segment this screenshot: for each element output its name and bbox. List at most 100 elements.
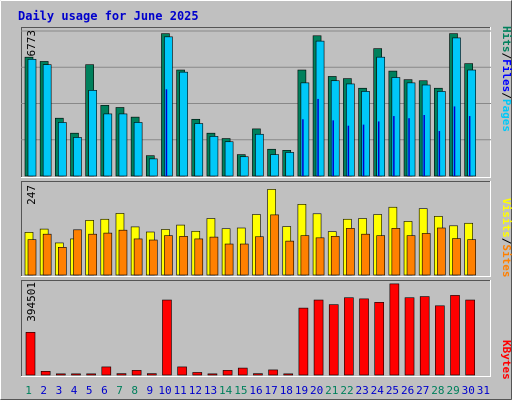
bar-files <box>58 122 67 177</box>
x-tick-label: 3 <box>56 384 63 397</box>
bar-files <box>361 91 370 177</box>
bar-files <box>452 37 461 177</box>
x-tick-label: 29 <box>446 384 459 397</box>
legend-files: Files <box>500 59 512 92</box>
bar-kbytes <box>162 299 172 376</box>
bar-kbytes <box>283 373 294 376</box>
legend-hits: Hits <box>500 26 512 53</box>
bar-kbytes <box>344 297 354 376</box>
x-tick-label: 26 <box>401 384 414 397</box>
bar-sites <box>391 228 401 276</box>
bar-kbytes <box>389 283 400 376</box>
bar-kbytes <box>116 373 127 376</box>
panel-hits-files-pages <box>21 27 491 178</box>
bar-sites <box>421 233 431 276</box>
bar-sites <box>255 236 264 276</box>
x-tick-label: 16 <box>249 384 262 397</box>
bar-kbytes <box>56 373 66 376</box>
x-tick-label: 7 <box>116 384 123 397</box>
bar-kbytes <box>86 373 96 376</box>
bar-kbytes <box>40 371 51 376</box>
bar-sites <box>42 233 52 276</box>
bar-kbytes <box>419 296 430 376</box>
x-tick-label: 25 <box>386 384 399 397</box>
bar-files <box>73 137 82 177</box>
bar-files <box>164 36 173 177</box>
bar-sites <box>270 214 279 276</box>
bar-kbytes <box>359 298 369 376</box>
bar-kbytes <box>268 369 278 376</box>
x-tick-label: 12 <box>189 384 202 397</box>
x-tick-label: 24 <box>371 384 385 397</box>
bar-sites <box>406 235 416 276</box>
bar-kbytes <box>222 370 233 376</box>
bar-files <box>300 82 310 177</box>
bar-files <box>467 69 476 177</box>
legend-separator: / <box>500 92 512 99</box>
bar-kbytes <box>131 370 142 376</box>
bar-files <box>224 141 234 177</box>
x-tick-label: 18 <box>280 384 293 397</box>
bar-kbytes <box>25 332 36 376</box>
x-tick-label: 1 <box>25 384 32 397</box>
bar-files <box>27 59 37 177</box>
bar-files <box>285 152 295 177</box>
bar-files <box>118 113 128 177</box>
panel-visits-sites <box>21 181 491 277</box>
bar-sites <box>300 235 310 276</box>
bar-kbytes <box>435 305 445 376</box>
bar-files <box>103 113 113 177</box>
x-tick-label: 30 <box>462 384 475 397</box>
bar-sites <box>103 232 113 276</box>
x-tick-label: 14 <box>219 384 233 397</box>
legend-separator: / <box>500 53 512 60</box>
bar-sites <box>58 247 67 276</box>
bar-kbytes <box>313 299 324 376</box>
bar-sites <box>164 235 173 276</box>
bar-sites <box>285 240 295 276</box>
bar-files <box>270 154 279 177</box>
bar-files <box>42 64 52 177</box>
x-tick-label: 23 <box>356 384 369 397</box>
x-tick-label: 10 <box>158 384 171 397</box>
x-tick-label: 5 <box>86 384 93 397</box>
bar-files <box>255 133 264 177</box>
x-tick-label: 6 <box>101 384 108 397</box>
bar-kbytes <box>298 307 309 376</box>
bar-sites <box>209 236 219 276</box>
x-tick-label: 20 <box>310 384 323 397</box>
bar-kbytes <box>374 302 385 376</box>
legend-top: Hits/Files/Pages <box>500 26 512 132</box>
legend-sites: Sites <box>500 244 512 277</box>
bar-kbytes <box>207 373 218 376</box>
bar-files <box>148 158 158 177</box>
legend-kbytes: KBytes <box>500 340 512 380</box>
bar-sites <box>346 228 355 276</box>
bar-files <box>88 90 97 177</box>
bar-sites <box>452 238 461 276</box>
bar-files <box>209 136 219 177</box>
x-tick-label: 2 <box>40 384 47 397</box>
bar-sites <box>27 239 37 276</box>
x-tick-label: 9 <box>147 384 154 397</box>
bar-files <box>406 82 416 177</box>
bar-sites <box>437 227 446 276</box>
x-tick-label: 17 <box>265 384 278 397</box>
chart-title: Daily usage for June 2025 <box>18 9 199 23</box>
bar-files <box>194 123 204 177</box>
bar-sites <box>330 236 340 276</box>
bar-kbytes <box>465 299 475 376</box>
bar-sites <box>88 233 97 276</box>
bar-files <box>421 84 431 177</box>
x-tick-label: 15 <box>234 384 247 397</box>
bar-sites <box>148 239 158 276</box>
x-axis-day-labels: 1 2 3 4 5 6 7 8 9 10 11 12 13 14 15 16 17 18 19 20 21 22 23 24 2… <box>25 384 490 397</box>
x-tick-label: 4 <box>71 384 78 397</box>
bar-files <box>391 77 401 177</box>
bar-kbytes <box>146 373 157 376</box>
bar-sites <box>315 237 325 276</box>
bar-kbytes <box>450 295 460 376</box>
x-tick-label: 22 <box>340 384 353 397</box>
bar-sites <box>73 229 82 276</box>
bar-sites <box>376 235 386 276</box>
